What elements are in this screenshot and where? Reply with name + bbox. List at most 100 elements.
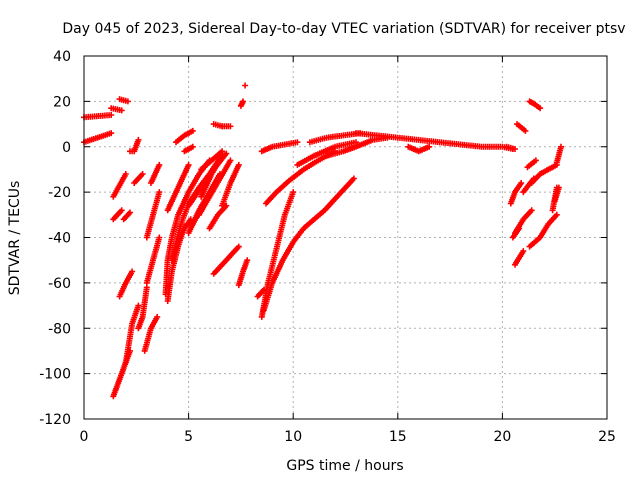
x-tick-label: 15 xyxy=(389,429,407,445)
series-arc-50 xyxy=(507,180,525,207)
series-arc-39 xyxy=(254,286,267,300)
x-axis-label: GPS time / hours xyxy=(286,458,403,474)
series-arc-59 xyxy=(526,211,560,250)
series-arc-33 xyxy=(219,161,242,209)
series-arc-38 xyxy=(242,82,249,89)
series-arc-24 xyxy=(181,143,196,155)
data-point-markers xyxy=(164,161,192,214)
data-point-markers xyxy=(120,209,133,223)
series-arc-28 xyxy=(196,157,234,218)
data-point-markers xyxy=(405,143,433,155)
x-tick-label: 5 xyxy=(184,429,193,445)
series-arc-22 xyxy=(168,216,194,264)
series-arc-21 xyxy=(164,161,192,214)
data-point-markers xyxy=(526,211,560,250)
series-arc-41 xyxy=(260,175,357,314)
data-point-markers xyxy=(173,127,196,146)
x-tick-label: 10 xyxy=(284,429,302,445)
series-arc-14 xyxy=(141,313,161,354)
data-point-markers xyxy=(141,313,161,354)
series-arc-48 xyxy=(405,143,433,155)
y-tick-label: -60 xyxy=(48,276,71,292)
series-arc-10 xyxy=(116,268,136,300)
series-arc-52 xyxy=(512,248,527,268)
data-point-markers xyxy=(514,121,529,134)
y-tick-label: 20 xyxy=(53,94,71,110)
x-tick-label: 25 xyxy=(598,429,616,445)
data-point-markers xyxy=(122,302,142,366)
chart-title: Day 045 of 2023, Sidereal Day-to-day VTE… xyxy=(62,21,625,37)
series-arc-07 xyxy=(120,209,133,223)
x-tick-label: 0 xyxy=(80,429,89,445)
y-tick-label: -100 xyxy=(39,367,71,383)
data-point-markers xyxy=(168,216,194,264)
series-arc-04 xyxy=(116,96,131,105)
series-arc-36 xyxy=(235,257,251,289)
series-arc-47 xyxy=(353,130,516,152)
data-point-markers xyxy=(198,148,226,173)
data-point-markers xyxy=(116,96,131,105)
y-axis-label: SDTVAR / TECUs xyxy=(7,181,23,296)
y-tick-label: -80 xyxy=(48,321,71,337)
tick-layer xyxy=(83,55,608,420)
series-arc-31 xyxy=(206,202,230,232)
series-arc-35 xyxy=(210,243,242,277)
data-point-markers xyxy=(143,234,163,286)
y-tick-label: -40 xyxy=(48,231,71,247)
series-arc-62 xyxy=(553,143,564,166)
data-point-markers xyxy=(512,248,527,268)
data-point-markers xyxy=(116,268,136,300)
data-point-markers xyxy=(254,286,267,300)
data-point-markers xyxy=(110,207,125,223)
series-arc-11 xyxy=(127,136,142,155)
data-point-markers xyxy=(507,180,525,207)
series-arc-49 xyxy=(503,143,518,152)
series-arc-34 xyxy=(219,123,234,130)
series-arc-15 xyxy=(143,189,163,241)
data-point-markers xyxy=(135,284,150,332)
series-arc-37 xyxy=(237,98,246,109)
data-point-markers xyxy=(353,130,516,152)
y-tick-label: 0 xyxy=(62,140,71,156)
series-arc-17 xyxy=(147,161,163,186)
data-point-markers xyxy=(108,105,125,114)
series-arc-54 xyxy=(514,121,529,134)
data-point-markers xyxy=(219,123,234,130)
data-point-markers xyxy=(237,98,246,109)
data-point-markers xyxy=(528,161,560,186)
series-arc-61 xyxy=(551,184,562,205)
data-point-markers xyxy=(526,98,544,112)
series-arc-13 xyxy=(135,284,150,332)
data-point-markers xyxy=(512,207,535,236)
data-point-markers xyxy=(131,171,146,186)
data-point-markers xyxy=(260,175,357,314)
series-arc-43 xyxy=(258,139,301,155)
series-arc-56 xyxy=(524,157,539,171)
data-point-markers xyxy=(235,257,251,289)
data-point-markers xyxy=(210,243,242,277)
data-layer xyxy=(81,82,564,400)
series-arc-06 xyxy=(110,207,125,223)
data-point-markers xyxy=(181,143,196,155)
data-point-markers xyxy=(242,82,249,89)
data-point-markers xyxy=(258,139,301,155)
data-point-markers xyxy=(219,161,242,209)
series-arc-05 xyxy=(110,171,129,200)
series-arc-58 xyxy=(528,161,560,186)
x-tick-label: 20 xyxy=(493,429,511,445)
series-arc-09 xyxy=(122,302,142,366)
data-point-markers xyxy=(147,161,163,186)
series-arc-23 xyxy=(173,127,196,146)
series-arc-03 xyxy=(108,105,125,114)
series-arc-57 xyxy=(526,98,544,112)
data-point-markers xyxy=(294,139,359,168)
series-arc-44 xyxy=(294,139,359,168)
y-tick-label: -120 xyxy=(39,412,71,428)
series-arc-53 xyxy=(512,207,535,236)
series-arc-30 xyxy=(198,148,226,173)
data-point-markers xyxy=(110,171,129,200)
data-point-markers xyxy=(206,202,230,232)
data-point-markers xyxy=(503,143,518,152)
